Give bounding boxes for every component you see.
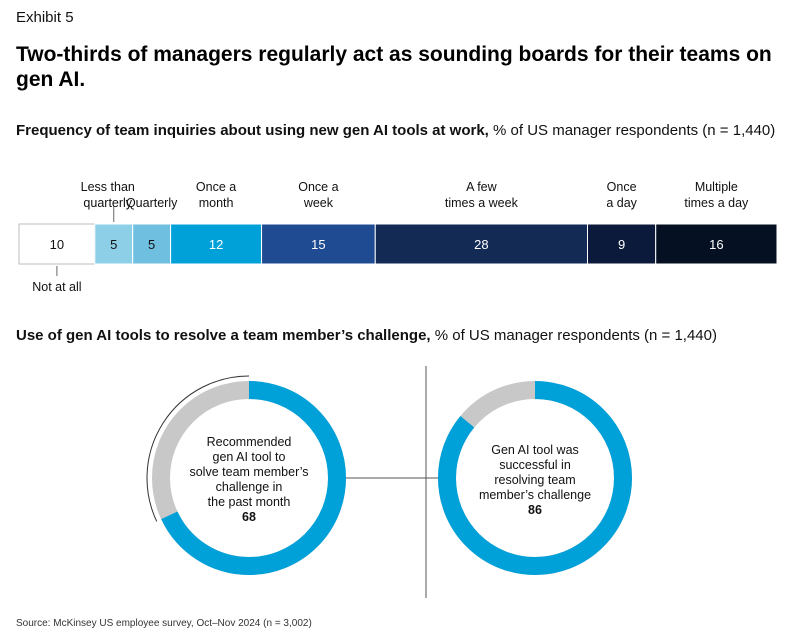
bar-value-a-few-times-a-week: 28: [474, 237, 488, 252]
bar-value-quarterly: 5: [148, 237, 155, 252]
category-label-a-few-times-a-week: times a week: [445, 196, 519, 210]
bar-segment-quarterly: [132, 223, 172, 265]
category-label-once-a-month: Once a: [196, 180, 236, 194]
bar-value-less-than-quarterly: 5: [110, 237, 117, 252]
donut-label-line: Recommended: [206, 435, 292, 449]
bar-value-once-a-day: 9: [618, 237, 625, 252]
donut-successful: [438, 381, 632, 575]
donut-label-line: resolving team: [494, 472, 576, 487]
donut-charts: [146, 366, 632, 598]
donut-label-line: gen AI tool to: [212, 450, 286, 464]
donut-label-recommended: Recommended gen AI tool to solve team memb…: [174, 435, 324, 525]
category-label-once-a-month: month: [199, 196, 234, 210]
donut-label-line: challenge in: [215, 480, 283, 494]
exhibit-label: Exhibit 5: [16, 9, 74, 26]
donut-label-line: the past month: [207, 495, 291, 509]
subtitle-units: % of US manager respondents (n = 1,440): [488, 122, 776, 139]
category-label-multiple-times-a-day: times a day: [684, 196, 749, 210]
category-label-less-than-quarterly: quarterly: [83, 196, 132, 210]
source-note: Source: McKinsey US employee survey, Oct…: [16, 618, 312, 629]
donut-label-successful: Gen AI tool was successful in resolving te…: [460, 443, 610, 518]
donut-value-arc: [152, 381, 346, 575]
category-label-quarterly: Quarterly: [126, 196, 178, 210]
bar-segment-not-at-all: [18, 223, 96, 265]
bar-segment-once-a-day: [587, 223, 657, 265]
outer-bracket-arc: [146, 375, 250, 522]
bar-value-not-at-all: 10: [50, 237, 64, 252]
chart-subtitle-frequency: Frequency of team inquiries about using …: [16, 122, 786, 140]
category-label-multiple-times-a-day: Multiple: [695, 180, 738, 194]
category-label-once-a-day: a day: [606, 196, 637, 210]
stacked-bar-chart: 10 Not at all 5 Less than quarterly 5 Quarterl…: [18, 180, 778, 294]
donut-label-line: solve team member’s: [189, 465, 309, 479]
donut-value: 86: [528, 502, 542, 517]
category-label-less-than-quarterly: Less than: [81, 180, 135, 194]
category-label-once-a-week: Once a: [298, 180, 338, 194]
page-title: Two-thirds of managers regularly act as …: [16, 43, 772, 91]
donut-label-line: Gen AI tool was: [491, 442, 579, 457]
donut-label-line: successful in: [499, 457, 571, 472]
donut-value: 68: [242, 510, 256, 524]
subtitle-units: % of US manager respondents (n = 1,440): [430, 327, 717, 344]
category-label-once-a-day: Once: [607, 180, 637, 194]
bar-value-once-a-month: 12: [209, 237, 223, 252]
bar-value-once-a-week: 15: [311, 237, 325, 252]
donut-recommended: [146, 375, 346, 575]
category-label-once-a-week: week: [303, 196, 334, 210]
subtitle-bold: Frequency of team inquiries about using …: [16, 122, 489, 139]
donut-value-arc: [438, 381, 632, 575]
donut-label-line: member’s challenge: [478, 487, 592, 502]
chart-subtitle-usage: Use of gen AI tools to resolve a team me…: [16, 327, 786, 345]
bar-segment-less-than-quarterly: [94, 223, 134, 265]
bar-segment-multiple-times-a-day: [655, 223, 778, 265]
category-label-not-at-all: Not at all: [32, 280, 81, 294]
bar-value-multiple-times-a-day: 16: [709, 237, 723, 252]
subtitle-bold: Use of gen AI tools to resolve a team me…: [16, 327, 431, 344]
category-label-a-few-times-a-week: A few: [466, 180, 498, 194]
